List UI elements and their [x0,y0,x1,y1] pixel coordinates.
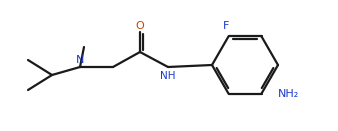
Text: F: F [223,21,230,31]
Text: N: N [76,55,84,65]
Text: NH: NH [160,71,176,81]
Text: O: O [136,21,144,31]
Text: NH₂: NH₂ [277,89,299,99]
